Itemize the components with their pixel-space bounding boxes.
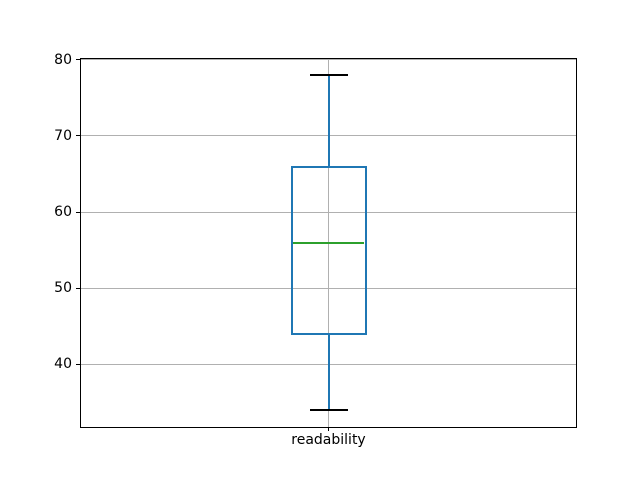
y-tick-mark (76, 287, 80, 289)
y-tick-mark (76, 363, 80, 365)
x-tick-mark (328, 427, 329, 431)
y-tick-label: 40 (54, 356, 72, 373)
y-tick-mark (76, 211, 80, 213)
y-tick-label: 60 (54, 204, 72, 220)
upper-whisker-line (327, 74, 330, 167)
y-tick-mark (76, 135, 80, 137)
y-tick-label: 80 (54, 51, 72, 68)
median-line (293, 241, 364, 244)
y-tick-label: 70 (54, 127, 72, 144)
lower-cap-line (309, 409, 348, 412)
iqr-box (291, 166, 367, 335)
lower-whisker-line (327, 333, 330, 411)
upper-cap-line (309, 73, 348, 76)
y-tick-label: 50 (54, 280, 72, 297)
x-tick-label: readability (291, 432, 366, 448)
y-tick-mark (76, 59, 80, 61)
